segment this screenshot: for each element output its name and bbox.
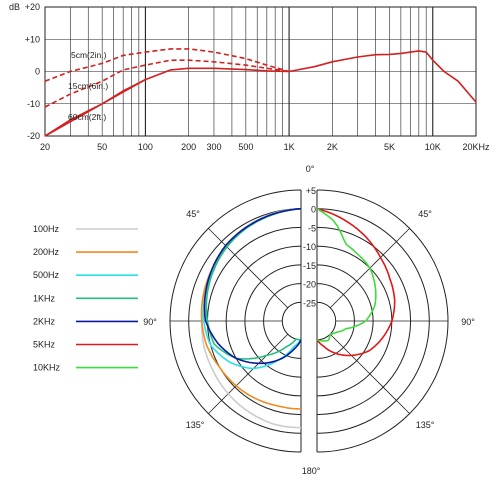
polar-spoke xyxy=(329,333,410,414)
x-tick-label: 20KHz xyxy=(462,142,490,152)
x-tick-label: 50 xyxy=(97,142,107,152)
x-tick-label: 100 xyxy=(138,142,153,152)
x-tick-label: 2K xyxy=(327,142,338,152)
polar-curve-200hz xyxy=(200,207,302,410)
x-tick-label: 10K xyxy=(425,142,441,152)
polar-curve-1khz xyxy=(205,207,302,360)
series-line-60cm-2ft- xyxy=(44,78,146,137)
polar-ring xyxy=(281,301,302,341)
polar-spoke xyxy=(208,228,289,309)
legend-label: 500Hz xyxy=(33,270,60,280)
polar-r-tick-label: +5 xyxy=(306,186,316,196)
y-tick-label: -10 xyxy=(27,99,40,109)
x-tick-label: 1K xyxy=(284,142,295,152)
legend-label: 2KHz xyxy=(33,316,56,326)
polar-r-tick-label: -25 xyxy=(303,298,316,308)
x-tick-label: 5K xyxy=(384,142,395,152)
polar-r-tick-label: -20 xyxy=(303,280,316,290)
polar-angle-label: 180° xyxy=(302,466,321,476)
polar-curve-10khz xyxy=(316,208,377,342)
polar-angle-label: 135° xyxy=(416,420,435,430)
y-tick-label: +10 xyxy=(25,34,40,44)
legend-label: 1KHz xyxy=(33,293,56,303)
polar-angle-label: 45° xyxy=(186,209,200,219)
polar-angle-label: 90° xyxy=(461,317,475,327)
series-label: 60cm(2ft.) xyxy=(68,112,106,122)
y-tick-label: +20 xyxy=(25,2,40,12)
x-tick-label: 300 xyxy=(206,142,221,152)
series-line-5cm-2in- xyxy=(44,48,290,82)
polar-r-tick-label: -15 xyxy=(303,261,316,271)
series-label: 5cm(2in.) xyxy=(71,50,107,60)
polar-legend: 100Hz 200Hz 500Hz 1KHz 2KHz 5KHz 10KHz xyxy=(33,224,138,373)
x-tick-label: 20 xyxy=(40,142,50,152)
y-axis-unit-label: dB xyxy=(9,2,20,12)
polar-curve-5khz xyxy=(316,207,396,357)
y-tick-label: 0 xyxy=(35,67,40,77)
polar-angle-label: 0° xyxy=(306,164,315,174)
polar-angle-label: 90° xyxy=(143,317,157,327)
legend-label: 5KHz xyxy=(33,340,56,350)
series-line-15cm-6in- xyxy=(44,59,290,108)
polar-spoke xyxy=(208,333,289,414)
polar-pattern-plot: +5 0 -5 -10 -15 -20 -25 0° 45° 45° 90° 90° 135° 135° 1… xyxy=(143,164,475,476)
polar-angle-label: 45° xyxy=(418,209,432,219)
legend-label: 100Hz xyxy=(33,224,60,234)
polar-angle-label: 135° xyxy=(186,420,205,430)
polar-r-tick-label: -5 xyxy=(308,223,316,233)
polar-curve-2khz xyxy=(203,207,302,365)
polar-r-tick-label: -10 xyxy=(303,242,316,252)
y-tick-label: -20 xyxy=(27,131,40,141)
x-tick-label: 200 xyxy=(181,142,196,152)
polar-ring xyxy=(316,301,337,341)
legend-label: 10KHz xyxy=(33,363,61,373)
series-label: 15cm(6in.) xyxy=(68,81,108,91)
polar-r-tick-label: 0 xyxy=(311,205,316,215)
x-tick-label: 500 xyxy=(238,142,253,152)
legend-label: 200Hz xyxy=(33,247,60,257)
